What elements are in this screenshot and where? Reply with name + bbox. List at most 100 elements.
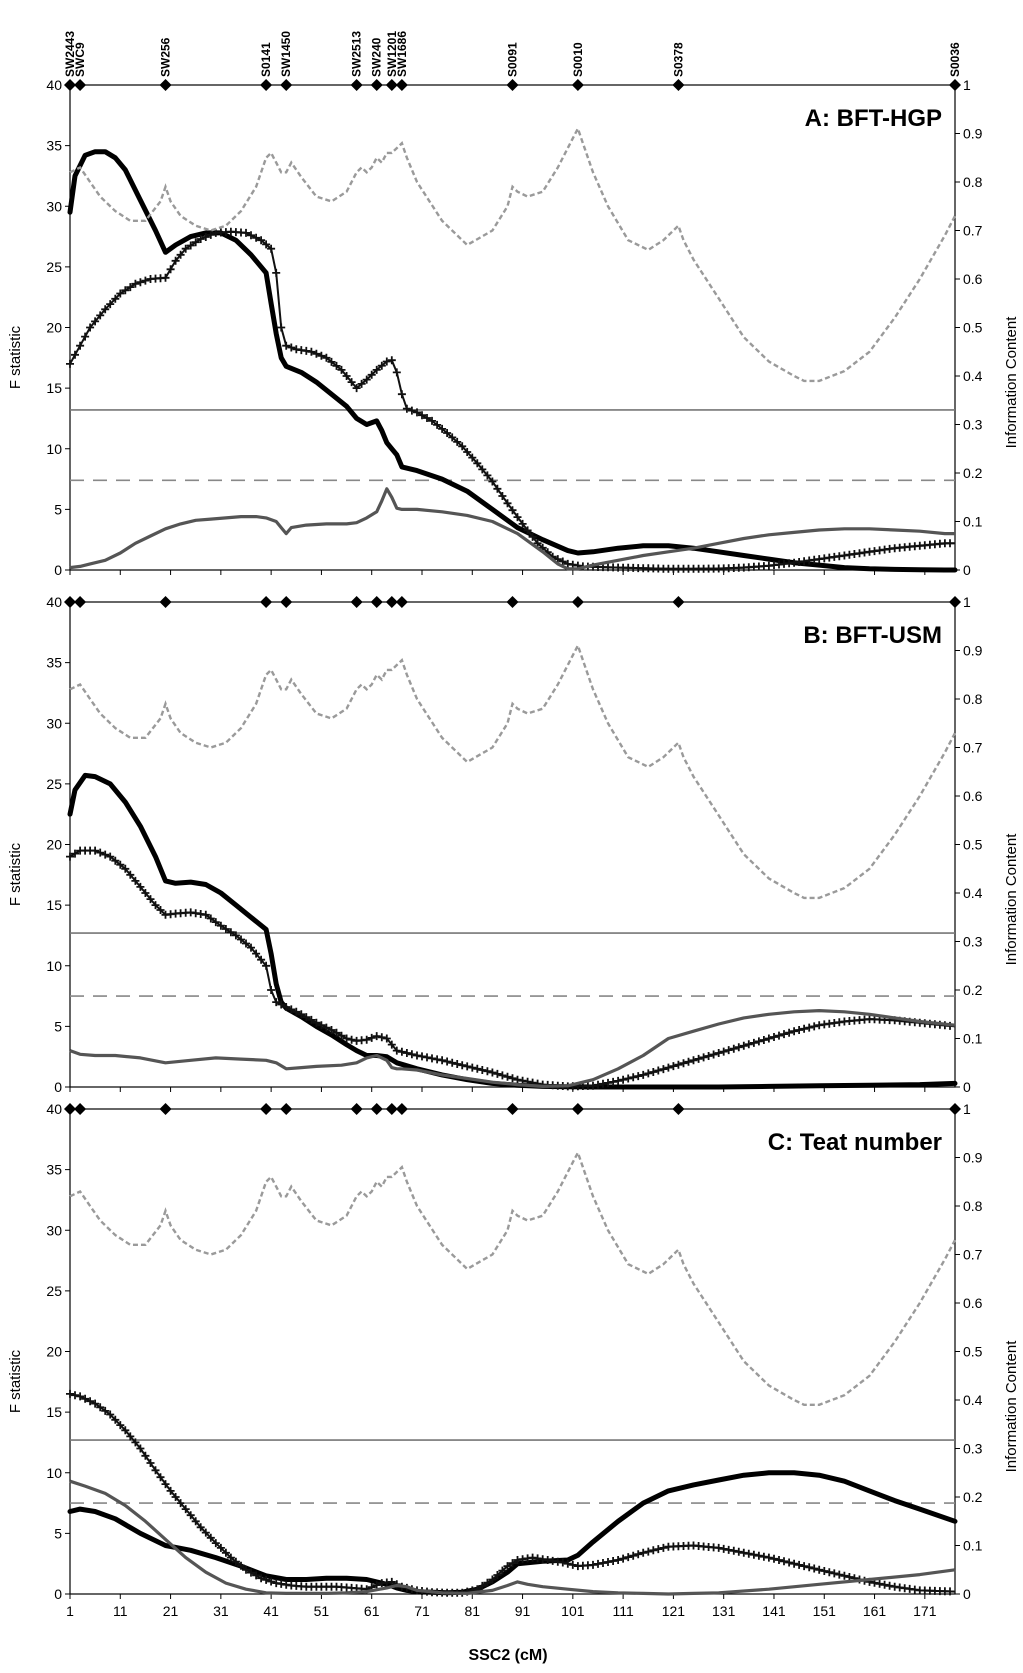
series-point-cross (252, 949, 261, 958)
marker-diamond (385, 596, 398, 608)
series-point-cross (277, 323, 286, 332)
series-point-cross (413, 408, 421, 417)
series-point-cross (644, 1547, 653, 1556)
series-point-cross (528, 532, 537, 541)
series-point-cross (805, 1563, 814, 1572)
marker-diamond (385, 79, 398, 91)
marker-diamond (280, 79, 293, 91)
series-point-cross (96, 848, 105, 857)
chart-panel-1: 0 5 10 15 20 25 30 35 40 0 0.1 0.2 0.3 0.4 0.5 0.6 0.7 0.… (7, 77, 1020, 578)
x-tick-label: 61 (364, 1603, 380, 1619)
series-point-cross (674, 1060, 683, 1069)
series-point-cross (624, 1553, 633, 1562)
y-tick-label: 30 (46, 715, 62, 731)
series-point-cross (151, 1466, 160, 1475)
series-point-cross (287, 343, 296, 352)
y2-tick-label: 0.7 (963, 740, 983, 756)
x-tick-label: 71 (414, 1603, 430, 1619)
y2-tick-label: 0.8 (963, 174, 983, 190)
series-point-cross (619, 1554, 628, 1563)
y2-axis-title: Information Content (1003, 1340, 1020, 1473)
series-point-cross (272, 268, 281, 277)
marker-diamond (74, 79, 87, 91)
marker-diamond (370, 596, 383, 608)
series-point-cross (558, 1558, 567, 1567)
marker-diamond (370, 1103, 383, 1115)
series-point-cross (347, 1035, 356, 1044)
series-point-cross (131, 279, 140, 288)
y2-tick-label: 0.9 (963, 1150, 983, 1166)
y-tick-label: 25 (46, 776, 62, 792)
marker-diamond (571, 79, 584, 91)
y-axis-title: F statistic (7, 325, 24, 389)
series-point-cross (729, 1044, 738, 1053)
marker-diamond (260, 1103, 273, 1115)
series-point-cross (372, 1032, 381, 1041)
series-point-cross (231, 931, 240, 940)
y2-tick-label: 0 (963, 1586, 971, 1602)
series-point-cross (468, 1063, 477, 1072)
marker-diamond (395, 79, 408, 91)
series-point-cross (387, 356, 396, 365)
series-point-cross (483, 1578, 492, 1587)
y-axis-title: F statistic (7, 842, 24, 906)
series-point-cross (267, 244, 276, 253)
marker-label: SW2513 (350, 31, 364, 77)
series-point-cross (382, 1034, 391, 1043)
series-point-cross (498, 1566, 507, 1575)
series-point-cross (382, 357, 391, 366)
series-line-gray (69, 487, 955, 571)
series-point-cross (764, 1034, 773, 1043)
series-point-cross (780, 1030, 788, 1039)
series-point-cross (136, 278, 145, 287)
series-point-cross (749, 1038, 758, 1047)
marker-label: S0141 (259, 42, 273, 77)
series-point-cross (186, 1511, 195, 1520)
y2-tick-label: 0 (963, 562, 971, 578)
series-point-cross (644, 1069, 653, 1078)
series-point-cross (106, 852, 115, 861)
marker-diamond (350, 1103, 363, 1115)
y2-tick-label: 0.1 (963, 1538, 983, 1554)
series-point-cross (483, 471, 492, 480)
marker-label: SW1201 (385, 31, 399, 77)
series-line-thick (67, 772, 958, 1090)
series-point-cross (563, 1559, 572, 1568)
series-point-cross (764, 1553, 773, 1562)
series-point-cross (790, 1027, 799, 1036)
series-point-cross (443, 1057, 452, 1066)
series-point-cross (649, 1546, 658, 1555)
series-point-cross (438, 424, 447, 433)
series-point-cross (775, 1031, 783, 1040)
y-tick-label: 5 (54, 1018, 62, 1034)
series-point-cross (377, 361, 386, 370)
series-point-cross (226, 1553, 235, 1562)
series-point-cross (216, 921, 225, 930)
series-point-cross (508, 1074, 517, 1083)
series-point-cross (513, 1075, 522, 1084)
series-point-cross (423, 414, 431, 422)
y2-tick-label: 0.9 (963, 126, 983, 142)
y-tick-label: 20 (46, 837, 62, 853)
y2-axis-title: Information Content (1003, 316, 1020, 449)
series-point-cross (684, 1057, 693, 1066)
series-point-cross (840, 1571, 849, 1580)
x-tick-label: 1 (66, 1603, 74, 1619)
x-tick-label: 121 (662, 1603, 686, 1619)
marker-diamond (395, 596, 408, 608)
series-point-cross (604, 1078, 612, 1087)
series-point-cross (478, 465, 487, 474)
series-point-cross (367, 1033, 376, 1042)
series-point-cross (307, 347, 316, 356)
series-point-cross (342, 372, 351, 380)
series-point-cross (810, 1022, 819, 1031)
series-point-cross (609, 1077, 618, 1086)
series-point-cross (478, 1581, 487, 1590)
series-line-thick (67, 149, 958, 573)
series-point-cross (106, 300, 115, 309)
series-point-cross (252, 1571, 261, 1580)
series-point-cross (880, 1580, 889, 1589)
y-tick-label: 0 (54, 1079, 62, 1095)
series-point-cross (196, 1523, 205, 1532)
marker-diamond (949, 79, 961, 91)
